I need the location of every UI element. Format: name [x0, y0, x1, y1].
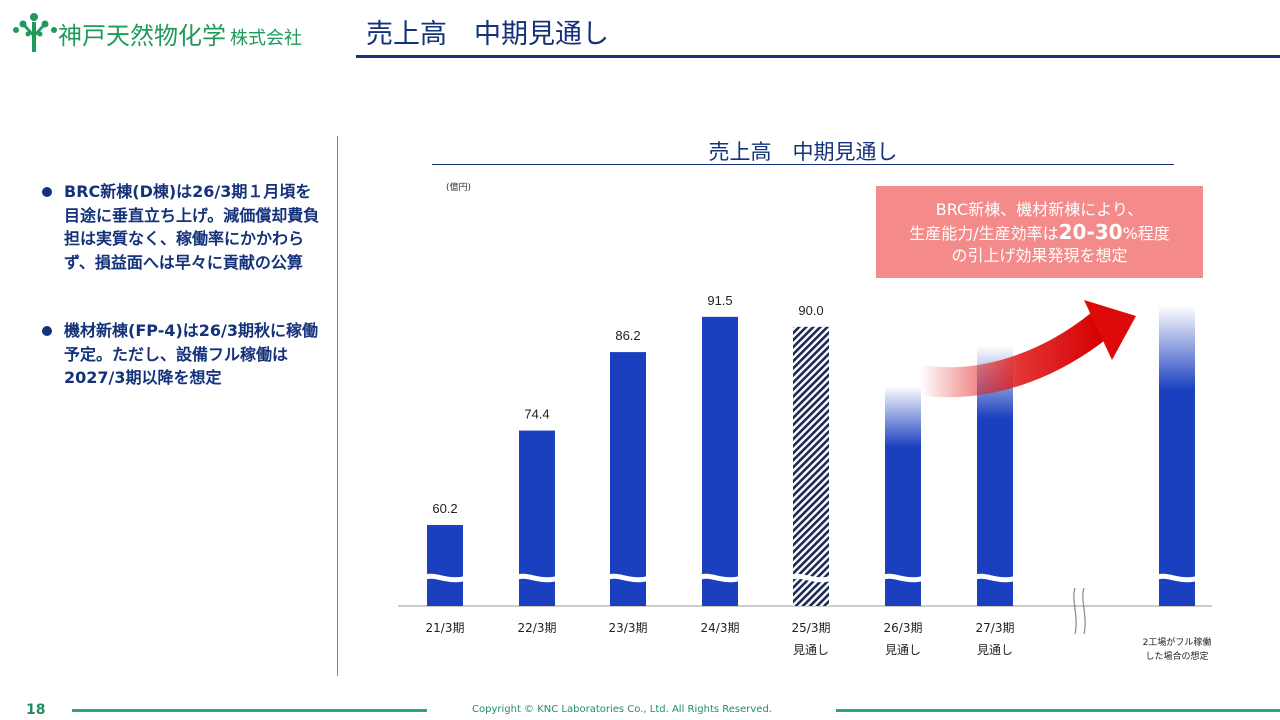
bar-5 — [885, 386, 921, 606]
bullet-item: BRC新棟(D棟)は26/3期１月頃を目途に垂直立ち上げ。減価償却費負担は実質な… — [40, 180, 320, 274]
bar-0 — [427, 525, 463, 606]
category-label: 26/3期 — [884, 621, 923, 635]
logo-name: 神戸天然物化学 — [58, 22, 226, 50]
category-label: 22/3期 — [518, 621, 557, 635]
bullet-text: BRC新棟(D棟)は26/3期１月頃を目途に垂直立ち上げ。減価償却費負担は実質な… — [64, 182, 320, 272]
axis-break-mark — [421, 573, 468, 583]
callout-line2: 生産能力/生産効率は20-30%程度 — [876, 221, 1203, 245]
axis-break-mark — [879, 573, 926, 583]
axis-break-mark — [604, 573, 651, 583]
category-label: 2工場がフル稼働 — [1143, 636, 1212, 648]
chart-title-underline — [432, 164, 1174, 165]
category-label: 23/3期 — [609, 621, 648, 635]
growth-arrow — [917, 313, 1110, 398]
vertical-divider — [337, 136, 338, 676]
bar-2 — [610, 352, 646, 606]
value-label: 91.5 — [707, 293, 732, 308]
axis-break-mark — [513, 573, 560, 583]
chart-title: 売上高 中期見通し — [708, 140, 898, 164]
axis-break-mark — [971, 573, 1018, 583]
category-label: 25/3期 — [792, 621, 831, 635]
callout-line2-prefix: 生産能力/生産効率は — [909, 224, 1059, 243]
bar-4 — [793, 326, 829, 606]
category-label: 見通し — [885, 643, 921, 657]
category-label: 27/3期 — [976, 621, 1015, 635]
slide-title: 売上高 中期見通し — [366, 19, 609, 50]
callout-line1: BRC新棟、機材新棟により、 — [935, 200, 1144, 219]
category-label: 24/3期 — [701, 621, 740, 635]
value-label: 90.0 — [798, 303, 823, 318]
axis-break-mark — [787, 573, 834, 583]
page-number: 18 — [26, 702, 46, 718]
axis-break-mark — [696, 573, 743, 583]
logo-suffix: 株式会社 — [230, 28, 302, 49]
value-label: 86.2 — [615, 328, 640, 343]
copyright-text: Copyright © KNC Laboratories Co., Ltd. A… — [472, 704, 772, 715]
growth-arrow-head — [1084, 300, 1136, 360]
bullet-text: 機材新棟(FP-4)は26/3期秋に稼働予定。ただし、設備フル稼働は2027/3… — [64, 321, 319, 387]
callout-emphasis: 20-30 — [1058, 220, 1123, 244]
bullet-item: 機材新棟(FP-4)は26/3期秋に稼働予定。ただし、設備フル稼働は2027/3… — [40, 319, 320, 390]
bar-3 — [702, 316, 738, 606]
logo-wordmark: 神戸天然物化学 株式会社 — [58, 16, 302, 51]
bullet-dot-icon — [42, 187, 52, 197]
axis-break-mark — [1153, 573, 1200, 583]
axis-break-line — [1073, 587, 1077, 635]
footer-rule-right — [836, 709, 1280, 712]
bullet-dot-icon — [42, 326, 52, 336]
unit-label: (億円) — [446, 183, 472, 193]
callout-line3: の引上げ効果発現を想定 — [951, 246, 1128, 265]
callout-box: BRC新棟、機材新棟により、 生産能力/生産効率は20-30%程度 の引上げ効果… — [876, 186, 1203, 278]
value-label: 60.2 — [432, 501, 457, 516]
company-logo — [12, 8, 332, 54]
value-label: 74.4 — [524, 407, 549, 422]
category-label: 見通し — [793, 643, 829, 657]
footer-rule-left — [72, 709, 427, 712]
tree-logo-icon — [13, 13, 57, 52]
bullet-list: BRC新棟(D棟)は26/3期１月頃を目途に垂直立ち上げ。減価償却費負担は実質な… — [40, 180, 320, 435]
bar-7 — [1159, 306, 1195, 606]
category-label: 見通し — [977, 643, 1013, 657]
callout-line2-suffix: %程度 — [1122, 224, 1170, 243]
category-label: 21/3期 — [426, 621, 465, 635]
title-underline — [356, 55, 1280, 58]
category-label: した場合の想定 — [1145, 650, 1208, 662]
axis-break-line — [1082, 587, 1086, 635]
